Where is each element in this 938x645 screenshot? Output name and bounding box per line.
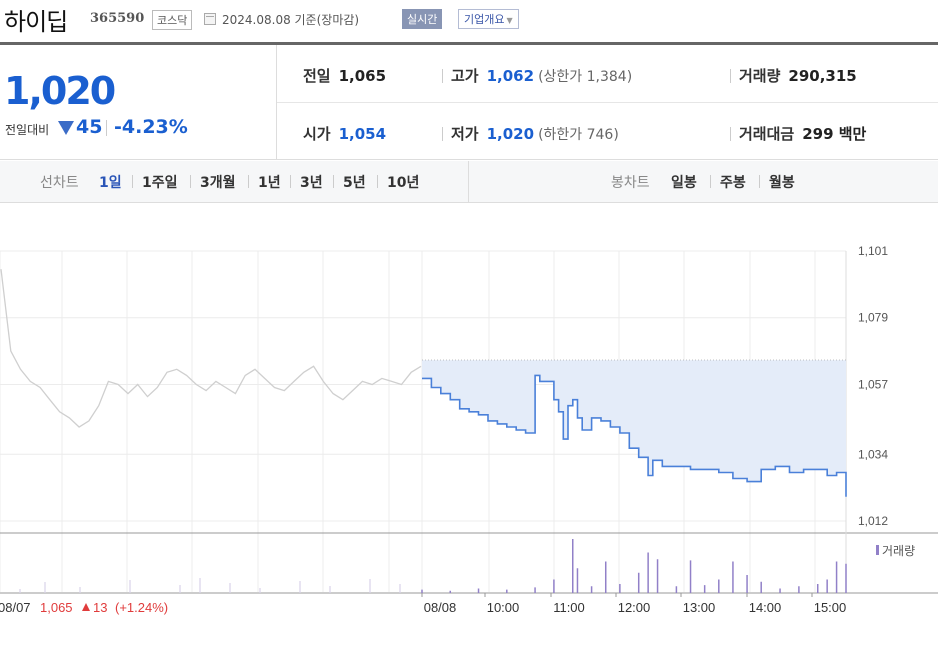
line-chart-label: 선차트 xyxy=(40,175,79,191)
range-10y[interactable]: 10년 xyxy=(387,175,420,191)
amount-label: 거래대금 xyxy=(739,125,795,143)
divider xyxy=(248,175,249,188)
candle-weekly[interactable]: 주봉 xyxy=(720,175,746,191)
high-stat: 고가 1,062 (상한가 1,384) xyxy=(451,65,632,86)
prev-day-close: 1,065 xyxy=(40,600,73,615)
y-tick-label: 1,034 xyxy=(858,447,888,461)
up-triangle-icon xyxy=(82,603,90,611)
divider xyxy=(442,69,443,83)
volume-value: 290,315 xyxy=(788,67,857,85)
divider xyxy=(333,175,334,188)
x-tick-label: 08/08 xyxy=(424,600,457,615)
prev-close-stat: 전일 1,065 xyxy=(303,65,386,86)
price-area-fill xyxy=(422,360,846,497)
y-tick-label: 1,012 xyxy=(858,514,888,528)
prev-day-change-pct: (+1.24%) xyxy=(115,600,168,615)
date-text: 2024.08.08 기준(장마감) xyxy=(222,13,360,27)
x-tick-label: 11:00 xyxy=(553,600,585,615)
low-label: 저가 xyxy=(451,125,479,143)
open-value: 1,054 xyxy=(338,125,387,143)
prev-day-date: 08/07 xyxy=(0,600,31,615)
range-3m[interactable]: 3개월 xyxy=(200,175,236,191)
low-stat: 저가 1,020 (하한가 746) xyxy=(451,123,619,144)
realtime-button[interactable]: 실시간 xyxy=(402,9,443,29)
low-value: 1,020 xyxy=(486,125,535,143)
y-tick-label: 1,101 xyxy=(858,244,888,258)
row-divider xyxy=(277,102,938,103)
current-price-box: 1,020 전일대비 45 -4.23% xyxy=(0,45,277,160)
high-label: 고가 xyxy=(451,67,479,85)
volume-label: 거래량 xyxy=(739,67,781,85)
divider xyxy=(106,120,107,136)
prev-compare-label: 전일대비 xyxy=(5,123,50,137)
open-stat: 시가 1,054 xyxy=(303,123,386,144)
lower-limit: (하한가 746) xyxy=(538,127,619,143)
market-badge: 코스닥 xyxy=(152,10,193,30)
divider xyxy=(190,175,191,188)
range-1y[interactable]: 1년 xyxy=(258,175,281,191)
divider xyxy=(730,127,731,141)
volume-legend-label: 거래량 xyxy=(882,544,915,558)
prev-close-value: 1,065 xyxy=(338,67,387,85)
volume-stat: 거래량 290,315 xyxy=(739,65,857,86)
stock-name: 하이딥 xyxy=(4,8,68,36)
range-3y[interactable]: 3년 xyxy=(300,175,323,191)
prev-day-change: 13 xyxy=(93,600,107,615)
price-info-panel: 1,020 전일대비 45 -4.23% 전일 1,065 고가 1,062 (상한가… xyxy=(0,42,938,160)
chart-range-bar: 선차트 1일 1주일 3개월 1년 3년 5년 10년 봉차트 일봉 주봉 월봉 xyxy=(0,161,938,203)
calendar-icon xyxy=(204,13,216,25)
divider xyxy=(377,175,378,188)
divider xyxy=(759,175,760,188)
divider xyxy=(468,161,469,203)
x-tick-label: 14:00 xyxy=(749,600,782,615)
divider xyxy=(132,175,133,188)
x-tick-label: 13:00 xyxy=(683,600,716,615)
caret-down-icon: ▼ xyxy=(506,16,513,25)
current-price: 1,020 xyxy=(4,69,116,113)
down-triangle-icon xyxy=(58,121,74,135)
stock-code: 365590 xyxy=(90,11,145,26)
x-tick-label: 15:00 xyxy=(814,600,847,615)
upper-limit: (상한가 1,384) xyxy=(538,69,633,85)
company-overview-button[interactable]: 기업개요 ▼ xyxy=(458,9,519,29)
prev-day-line xyxy=(0,269,422,428)
divider xyxy=(290,175,291,188)
change-value: 45 xyxy=(76,116,103,138)
divider xyxy=(442,127,443,141)
open-label: 시가 xyxy=(303,125,331,143)
amount-value: 299 백만 xyxy=(802,125,867,143)
price-chart[interactable]: 1,101 1,079 1,057 1,034 1,012 거래량 08/08 10:00 11… xyxy=(0,203,938,645)
range-1d[interactable]: 1일 xyxy=(99,175,122,191)
y-tick-label: 1,057 xyxy=(858,377,888,391)
candle-chart-label: 봉차트 xyxy=(611,175,650,191)
y-tick-label: 1,079 xyxy=(858,311,888,325)
high-value: 1,062 xyxy=(486,67,535,85)
price-line xyxy=(422,374,847,497)
x-tick-label: 12:00 xyxy=(618,600,651,615)
range-1w[interactable]: 1주일 xyxy=(142,175,178,191)
change-percent: -4.23% xyxy=(114,116,188,138)
stock-header: 하이딥 365590 코스닥 2024.08.08 기준(장마감) 실시간 기업… xyxy=(0,0,938,40)
company-overview-label: 기업개요 xyxy=(464,13,505,26)
divider xyxy=(730,69,731,83)
candle-daily[interactable]: 일봉 xyxy=(671,175,697,191)
range-5y[interactable]: 5년 xyxy=(343,175,366,191)
divider xyxy=(710,175,711,188)
x-tick-label: 10:00 xyxy=(487,600,520,615)
amount-stat: 거래대금 299 백만 xyxy=(739,123,866,144)
prev-close-label: 전일 xyxy=(303,67,331,85)
candle-monthly[interactable]: 월봉 xyxy=(769,175,795,191)
volume-legend-swatch xyxy=(876,545,879,555)
